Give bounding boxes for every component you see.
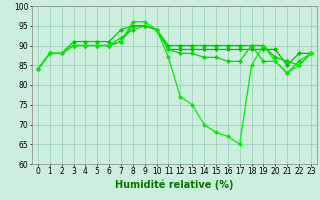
- X-axis label: Humidité relative (%): Humidité relative (%): [115, 179, 234, 190]
